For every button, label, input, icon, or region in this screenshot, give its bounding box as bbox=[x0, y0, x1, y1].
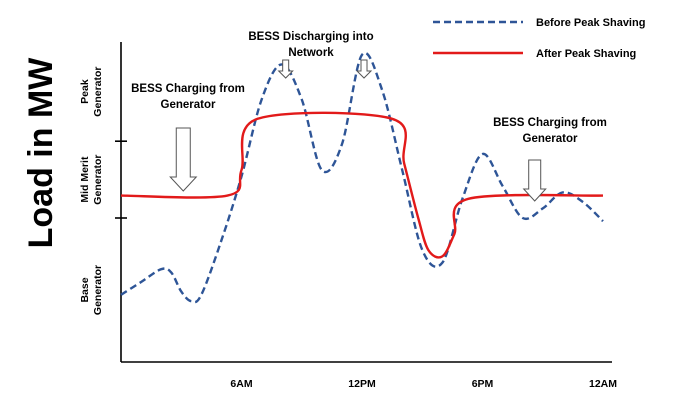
x-tick-label: 6AM bbox=[230, 378, 252, 390]
down-arrow-icon bbox=[277, 59, 294, 79]
x-tick-labels: 6AM 12PM 6PM 12AM bbox=[230, 378, 617, 390]
series-lines bbox=[120, 51, 604, 304]
down-arrow-icon bbox=[169, 127, 198, 192]
y-axis-title: Load in MW bbox=[22, 57, 60, 249]
annotations: BESS Charging from Generator BESS Charging… bbox=[131, 59, 607, 202]
legend-label: Before Peak Shaving bbox=[536, 17, 645, 29]
band-label: Mid MeritGenerator bbox=[79, 155, 104, 205]
annotation-charging-text: BESS Charging from Generator bbox=[493, 117, 607, 145]
band-label: PeakGenerator bbox=[79, 67, 104, 117]
down-arrow-icon bbox=[355, 59, 373, 79]
axes bbox=[120, 42, 612, 363]
down-arrow-icon bbox=[522, 159, 547, 202]
after-peak-shaving-line bbox=[120, 111, 604, 259]
generator-bands: BaseGenerator Mid MeritGenerator PeakGener… bbox=[79, 67, 127, 315]
annotation-discharge-line1: BESS Discharging into bbox=[248, 31, 373, 43]
legend-label: After Peak Shaving bbox=[536, 48, 636, 60]
x-tick-label: 12AM bbox=[589, 378, 617, 390]
before-peak-shaving-line bbox=[120, 51, 604, 304]
annotation-charging-text: BESS Charging from Generator bbox=[131, 83, 245, 111]
x-tick-label: 12PM bbox=[348, 378, 376, 390]
annotation-discharge-line2: Network bbox=[288, 47, 334, 59]
x-tick-label: 6PM bbox=[472, 378, 494, 390]
legend: Before Peak Shaving After Peak Shaving bbox=[433, 17, 645, 60]
band-label: BaseGenerator bbox=[79, 265, 104, 315]
